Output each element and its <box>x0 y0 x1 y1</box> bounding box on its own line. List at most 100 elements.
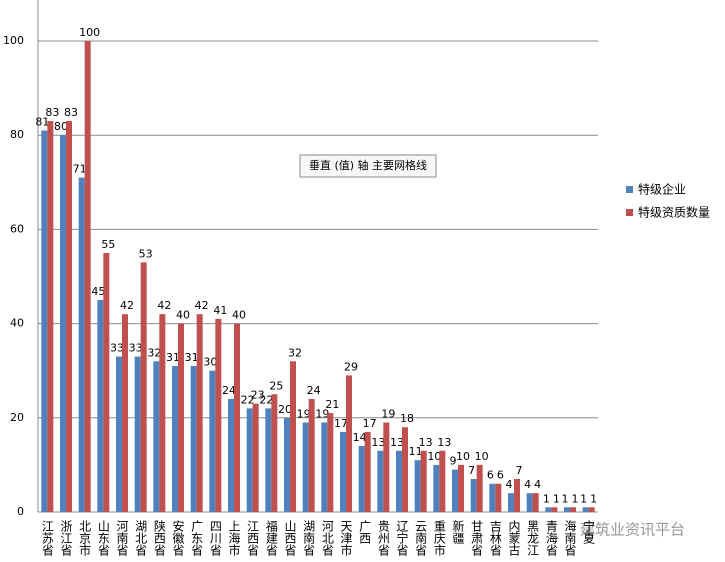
bar <box>116 356 122 512</box>
bar <box>134 356 141 512</box>
x-tick-label: 上海市 <box>227 520 241 556</box>
y-tick-label: 100 <box>3 34 24 47</box>
data-label: 33 <box>129 342 143 355</box>
data-label: 1 <box>590 492 597 505</box>
bar <box>346 375 352 512</box>
data-label: 1 <box>553 492 560 505</box>
data-label: 22 <box>259 393 273 406</box>
x-tick-label: 青海省 <box>544 520 558 556</box>
bar <box>41 130 48 513</box>
bar <box>271 394 278 512</box>
data-label: 42 <box>195 299 209 312</box>
bar <box>60 135 66 512</box>
data-label: 1 <box>572 492 579 505</box>
bar <box>364 431 371 512</box>
legend-swatch <box>626 186 633 193</box>
legend-label: 特级资质数量 <box>638 205 710 220</box>
data-label: 83 <box>45 106 59 119</box>
bar <box>308 398 315 512</box>
data-label: 40 <box>232 309 246 322</box>
bar <box>321 422 328 512</box>
bar <box>228 398 234 512</box>
data-label: 20 <box>278 403 292 416</box>
data-label: 80 <box>54 120 68 133</box>
x-tick-label: 福建省 <box>264 519 278 556</box>
data-label: 13 <box>437 436 451 449</box>
data-label: 42 <box>120 299 134 312</box>
data-label: 10 <box>475 450 489 463</box>
x-tick-label: 云南省 <box>414 520 428 556</box>
bar <box>327 413 334 512</box>
tooltip-box <box>299 154 437 178</box>
x-tick-label: 甘肃省 <box>470 520 484 556</box>
data-label: 4 <box>534 478 541 491</box>
data-label: 71 <box>73 163 87 176</box>
bar <box>532 493 539 512</box>
tooltip: 垂直 (值) 轴 主要网格线 <box>309 158 427 172</box>
data-label: 10 <box>456 450 470 463</box>
data-label: 100 <box>79 26 100 39</box>
x-tick-label: 江苏省 <box>40 520 54 556</box>
data-label: 7 <box>468 464 475 477</box>
data-label: 13 <box>419 436 433 449</box>
data-label: 7 <box>516 464 523 477</box>
data-label: 10 <box>427 450 441 463</box>
data-label: 40 <box>176 309 190 322</box>
bar <box>420 450 427 512</box>
x-tick-label: 广东省 <box>190 520 204 556</box>
bar <box>396 450 402 512</box>
data-label: 29 <box>344 360 358 373</box>
bar <box>439 450 446 512</box>
bar <box>545 507 552 512</box>
bar <box>358 446 365 512</box>
data-label: 25 <box>269 379 283 392</box>
bar <box>458 464 464 512</box>
x-tick-label: 宁夏 <box>582 519 596 544</box>
x-tick-label: 浙江省 <box>59 520 73 556</box>
y-tick-label: 20 <box>10 411 24 424</box>
y-tick-label: 60 <box>10 222 24 235</box>
y-tick-label: 80 <box>10 128 24 141</box>
data-label: 53 <box>139 247 153 260</box>
bar <box>103 252 110 512</box>
x-tick-label: 江西省 <box>246 520 260 556</box>
bar <box>215 318 222 512</box>
x-tick-label: 湖南省 <box>302 519 316 556</box>
data-label: 24 <box>307 384 321 397</box>
bar <box>340 431 346 512</box>
bar <box>570 507 576 512</box>
data-label: 83 <box>64 106 78 119</box>
bar <box>178 323 184 512</box>
x-tick-label: 山东省 <box>96 520 110 556</box>
bar <box>514 479 520 512</box>
bar <box>140 262 147 512</box>
x-tick-label: 内蒙古 <box>507 520 521 556</box>
bar <box>383 422 390 512</box>
x-tick-label: 河北省 <box>320 520 334 556</box>
bar <box>433 464 440 512</box>
data-label: 23 <box>251 389 265 402</box>
data-label: 19 <box>381 408 395 421</box>
bar <box>234 323 240 512</box>
bar <box>153 361 160 512</box>
bar <box>564 507 570 512</box>
data-label: 42 <box>157 299 171 312</box>
x-tick-label: 四川省 <box>208 520 222 556</box>
bar <box>508 493 514 512</box>
legend-label: 特级企业 <box>638 182 686 197</box>
data-label: 55 <box>101 238 115 251</box>
data-label: 45 <box>91 285 105 298</box>
data-label: 24 <box>222 384 236 397</box>
data-label: 4 <box>524 478 531 491</box>
y-tick-label: 0 <box>17 505 24 518</box>
data-label: 32 <box>288 346 302 359</box>
data-label: 1 <box>562 492 569 505</box>
x-tick-label: 陕西省 <box>152 519 166 556</box>
bar <box>377 450 384 512</box>
bar <box>172 365 178 512</box>
y-tick-label: 40 <box>10 317 24 330</box>
x-tick-label: 黑龙江 <box>526 520 540 556</box>
bar <box>452 469 458 512</box>
data-label: 9 <box>450 455 457 468</box>
